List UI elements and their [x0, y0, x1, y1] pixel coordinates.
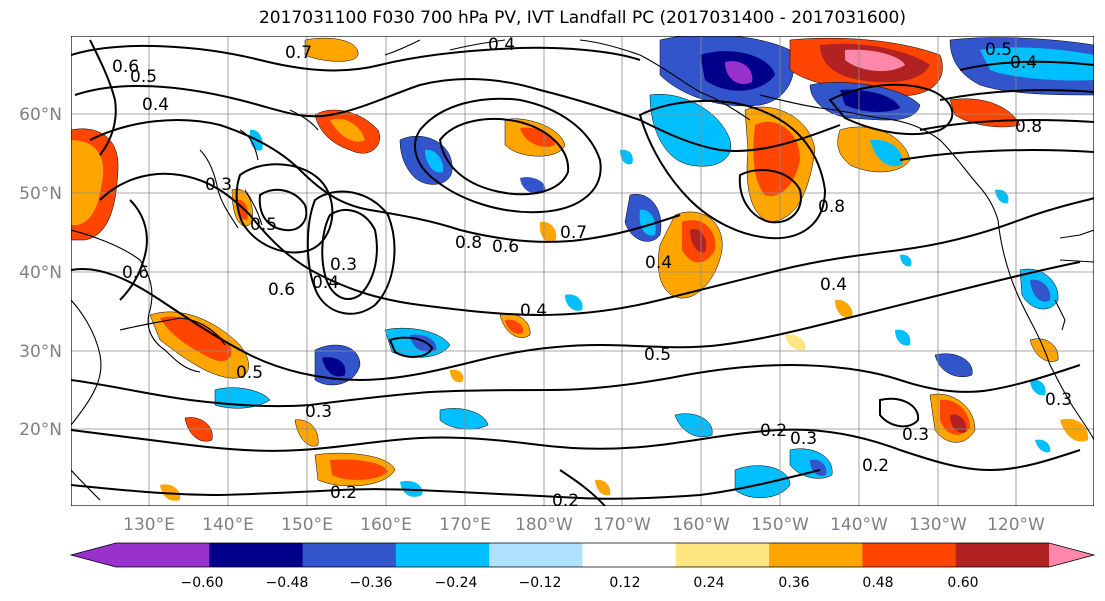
contour-label: 0.2: [862, 456, 889, 476]
lat-label: 20°N: [19, 420, 62, 440]
lon-label: 160°E: [360, 515, 412, 535]
lon-label: 130°E: [123, 515, 175, 535]
contour-label: 0.5: [644, 345, 671, 365]
colorbar-bin: [395, 543, 490, 567]
colorbar-bin: [116, 543, 210, 567]
contour-label: 0.6: [112, 57, 139, 77]
colorbar-tick: −0.12: [519, 575, 562, 591]
lon-label: 160°W: [672, 515, 730, 535]
contour-label: 0.8: [818, 197, 845, 217]
coastlines: [71, 39, 1094, 501]
colorbar-bin: [209, 543, 304, 567]
lat-label: 40°N: [19, 263, 62, 283]
colorbar-bin: [769, 543, 863, 567]
lon-label: 150°W: [751, 515, 809, 535]
contour-label: 0.4: [520, 301, 547, 321]
contour-label: 0.4: [645, 253, 672, 273]
colorbar-extend-high: [1049, 543, 1094, 567]
colorbar-bin: [955, 543, 1050, 567]
colorbar-tick: 0.36: [778, 575, 809, 591]
contour-label: 0.4: [312, 273, 339, 293]
contour-label: 0.2: [760, 421, 787, 441]
colorbar-bin: [302, 543, 397, 567]
lon-label: 170°W: [593, 515, 651, 535]
contour-label: 0.3: [902, 425, 929, 445]
colorbar-tick: −0.48: [266, 575, 309, 591]
contour-label: 0.3: [1045, 390, 1072, 410]
colorbar-segments: [71, 543, 1094, 567]
lon-label: 180°W: [515, 515, 573, 535]
contour-label: 0.8: [1015, 117, 1042, 137]
contour-label: 0.6: [268, 280, 295, 300]
lon-label: 120°W: [987, 515, 1045, 535]
colorbar-bin: [489, 543, 583, 567]
lon-label: 140°W: [830, 515, 888, 535]
lat-label: 30°N: [19, 342, 62, 362]
colorbar-tick: 0.60: [947, 575, 978, 591]
lon-label: 150°E: [281, 515, 333, 535]
colorbar-bin: [862, 543, 957, 567]
colorbar-tick: −0.24: [435, 575, 478, 591]
contour-label: 0.3: [205, 175, 232, 195]
contour-label: 0.8: [455, 233, 482, 253]
lat-label: 60°N: [19, 105, 62, 125]
contour-label: 0.3: [790, 429, 817, 449]
lat-axis: 60°N 50°N 40°N 30°N 20°N: [19, 105, 62, 440]
contour-labels: 0.7 0.4 0.6 0.5 0.4 0.3 0.5 0.6 0.7 0.8 …: [112, 35, 1072, 511]
contour-label: 0.7: [560, 223, 587, 243]
contour-label: 0.2: [330, 483, 357, 503]
colorbar-tick: 0.24: [693, 575, 724, 591]
lon-label: 130°W: [909, 515, 967, 535]
colorbar-ticks: −0.60 −0.48 −0.36 −0.24 −0.12 0.12 0.24 …: [181, 575, 979, 591]
contour-label: 0.6: [122, 263, 149, 283]
colorbar-tick: −0.36: [350, 575, 393, 591]
contour-label: 0.5: [250, 215, 277, 235]
pv-contours: [71, 39, 1094, 506]
contour-label: 0.5: [130, 67, 157, 87]
contour-label: 0.5: [236, 363, 263, 383]
contour-label: 0.3: [330, 255, 357, 275]
contour-label: 0.5: [985, 40, 1012, 60]
contour-label: 0.4: [142, 95, 169, 115]
contour-label: 0.4: [820, 275, 847, 295]
lon-label: 170°E: [439, 515, 491, 535]
colorbar-tick: 0.12: [609, 575, 640, 591]
lon-label: 140°E: [202, 515, 254, 535]
colorbar-extend-low: [71, 543, 116, 567]
colorbar-tick: 0.48: [862, 575, 893, 591]
contour-label: 0.7: [285, 43, 312, 63]
colorbar-tick: −0.60: [181, 575, 224, 591]
map-panel: 0.7 0.4 0.6 0.5 0.4 0.3 0.5 0.6 0.7 0.8 …: [71, 35, 1094, 511]
lon-axis: 130°E 140°E 150°E 160°E 170°E 180°W 170°…: [123, 515, 1045, 535]
contour-label: 0.3: [305, 402, 332, 422]
contour-label: 0.2: [552, 491, 579, 511]
contour-label: 0.6: [492, 237, 519, 257]
colorbar: −0.60 −0.48 −0.36 −0.24 −0.12 0.12 0.24 …: [69, 542, 1096, 591]
lat-label: 50°N: [19, 184, 62, 204]
colorbar-bin: [675, 543, 770, 567]
figure-title: 2017031100 F030 700 hPa PV, IVT Landfall…: [258, 8, 906, 28]
contour-label: 0.4: [488, 35, 515, 55]
contour-label: 0.4: [1010, 53, 1037, 73]
colorbar-bin: [582, 543, 677, 567]
